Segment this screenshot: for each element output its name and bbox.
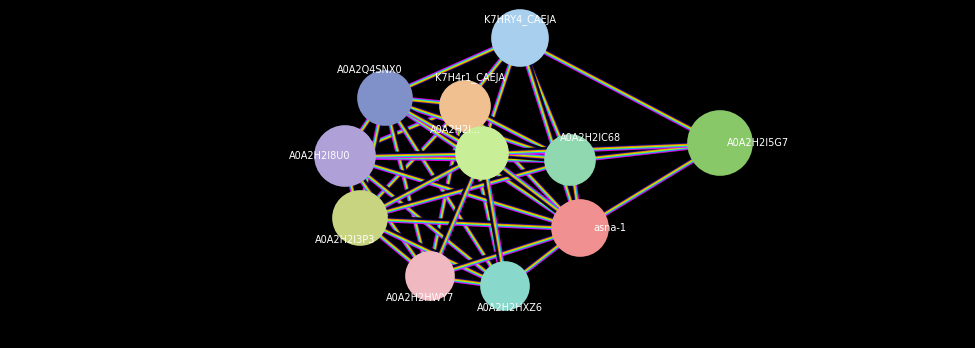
- Text: A0A2H2HXZ6: A0A2H2HXZ6: [477, 303, 543, 313]
- Circle shape: [440, 81, 490, 131]
- Circle shape: [545, 135, 595, 185]
- Text: A0A2Q4SNX0: A0A2Q4SNX0: [337, 65, 403, 75]
- Circle shape: [406, 252, 454, 300]
- Circle shape: [492, 10, 548, 66]
- Text: asna-1: asna-1: [594, 223, 627, 233]
- Text: A0A2H2IC68: A0A2H2IC68: [560, 133, 620, 143]
- Text: A0A2H2I3P3: A0A2H2I3P3: [315, 235, 375, 245]
- Circle shape: [456, 127, 508, 179]
- Text: A0A2H2I...: A0A2H2I...: [429, 125, 481, 135]
- Text: A0A2H2I5G7: A0A2H2I5G7: [727, 138, 789, 148]
- Text: K7HRY4_CAEJA: K7HRY4_CAEJA: [484, 15, 556, 25]
- Circle shape: [333, 191, 387, 245]
- Circle shape: [481, 262, 529, 310]
- Circle shape: [358, 71, 412, 125]
- Circle shape: [688, 111, 752, 175]
- Text: A0A2H2HWY7: A0A2H2HWY7: [386, 293, 454, 303]
- Circle shape: [552, 200, 608, 256]
- Circle shape: [315, 126, 375, 186]
- Text: K7H4r1_CAEJA: K7H4r1_CAEJA: [435, 72, 505, 84]
- Text: A0A2H2I8U0: A0A2H2I8U0: [290, 151, 351, 161]
